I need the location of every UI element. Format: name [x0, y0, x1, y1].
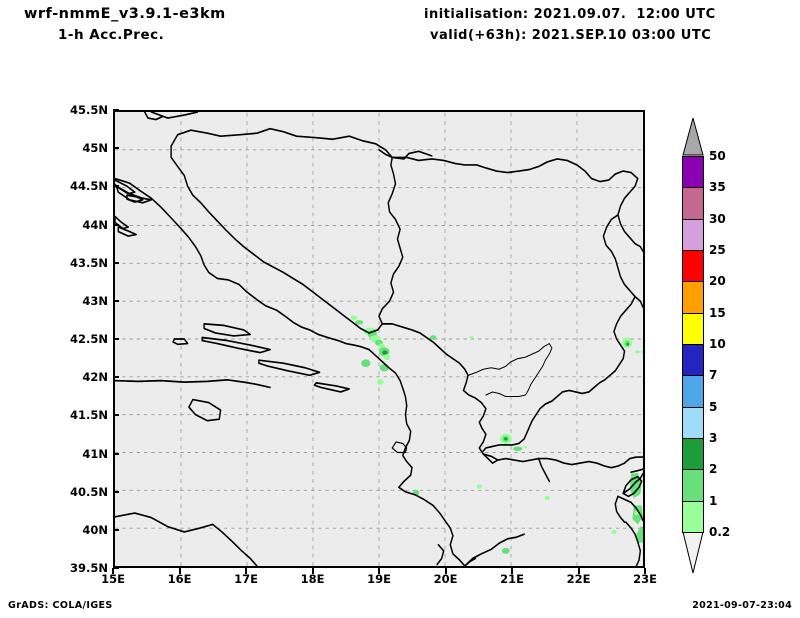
y-axis-label: 44N — [82, 217, 108, 232]
colorbar-tick — [682, 281, 704, 283]
x-axis-tick — [112, 568, 114, 574]
footer-timestamp: 2021-09-07-23:04 — [692, 600, 792, 611]
colorbar-label: 5 — [709, 399, 718, 414]
model-title: wrf-nmmE_v3.9.1-e3km — [24, 6, 226, 22]
y-axis-label: 42.5N — [70, 332, 108, 346]
colorbar-tick — [682, 312, 704, 314]
colorbar-band — [682, 187, 704, 219]
colorbar-label: 1 — [709, 493, 718, 508]
colorbar-over-arrow — [682, 118, 704, 156]
colorbar-band — [682, 438, 704, 470]
coastlines-and-borders — [115, 112, 643, 566]
y-axis-tick — [113, 452, 119, 455]
footer-credit: GrADS: COLA/IGES — [8, 600, 113, 611]
colorbar-label: 35 — [709, 180, 726, 195]
x-axis-tick — [644, 568, 646, 574]
colorbar-band — [682, 406, 704, 438]
y-axis-tick — [113, 299, 119, 302]
y-axis-tick — [113, 528, 119, 531]
map-plot-area[interactable] — [113, 110, 645, 568]
precipitation-field — [350, 315, 643, 554]
colorbar-band — [682, 250, 704, 282]
x-axis-tick — [378, 568, 380, 574]
colorbar-label: 20 — [709, 274, 726, 289]
y-axis-label: 44.5N — [70, 179, 108, 194]
colorbar-label: 3 — [709, 431, 718, 445]
y-axis-tick — [113, 338, 119, 340]
colorbar-label: 0.2 — [709, 525, 731, 539]
y-axis-tick — [113, 109, 119, 111]
field-title: 1-h Acc.Prec. — [58, 27, 165, 43]
y-axis-tick — [113, 376, 119, 379]
x-axis-label: 22E — [566, 572, 591, 586]
x-axis-tick — [511, 568, 513, 574]
grid-lines — [115, 112, 643, 566]
x-axis-label: 23E — [633, 572, 657, 586]
x-axis: 15E 16E 17E 18E 19E 20E 21E 22E 23E — [101, 570, 657, 592]
x-axis-tick — [577, 568, 580, 574]
y-axis-label: 43.5N — [70, 255, 108, 270]
colorbar-tick — [682, 375, 704, 377]
y-axis-tick — [113, 414, 119, 417]
colorbar[interactable]: 0.2 1 2 3 5 7 10 15 20 25 30 35 50 — [682, 118, 730, 574]
colorbar-band — [682, 375, 704, 407]
x-axis-label: 20E — [433, 572, 458, 586]
x-axis-tick — [178, 568, 181, 574]
y-axis-label: 40N — [82, 522, 108, 537]
map-svg — [115, 112, 643, 566]
y-axis-tick — [113, 490, 119, 493]
x-axis-label: 16E — [167, 572, 192, 586]
y-axis-label: 40.5N — [70, 484, 108, 499]
colorbar-label: 10 — [709, 337, 726, 351]
y-axis-tick — [113, 147, 119, 150]
colorbar-tick — [682, 156, 704, 157]
colorbar-tick — [682, 469, 704, 471]
colorbar-tick — [682, 187, 704, 189]
colorbar-band — [682, 469, 704, 501]
y-axis-label: 45.5N — [70, 103, 108, 117]
x-axis-label: 17E — [234, 572, 258, 586]
y-axis-label: 45N — [82, 141, 108, 156]
y-axis: 39.5N 40N 40.5N 41N 41.5N 42N 42.5N 43N 43.5N 44N… — [58, 103, 108, 575]
y-axis-label: 41N — [82, 446, 108, 461]
y-axis-tick — [113, 261, 119, 264]
x-axis-label: 15E — [101, 572, 125, 586]
colorbar-label: 25 — [709, 243, 726, 257]
x-axis-label: 18E — [300, 572, 325, 586]
colorbar-label: 30 — [709, 211, 726, 226]
x-axis-label: 19E — [367, 572, 391, 586]
y-axis-label: 41.5N — [70, 408, 108, 423]
x-axis-tick — [311, 568, 314, 574]
colorbar-under-arrow — [682, 532, 704, 574]
colorbar-band — [682, 344, 704, 376]
colorbar-label: 2 — [709, 462, 718, 477]
colorbar-tick — [682, 344, 704, 345]
colorbar-tick — [682, 250, 704, 251]
x-axis-tick — [444, 568, 447, 574]
colorbar-tick — [682, 218, 704, 220]
x-axis-tick — [245, 568, 247, 574]
colorbar-band — [682, 218, 704, 250]
valid-time: valid(+63h): 2021.SEP.10 03:00 UTC — [430, 28, 712, 43]
x-axis-label: 21E — [500, 572, 524, 586]
y-axis-label: 43N — [82, 293, 108, 308]
colorbar-tick — [682, 406, 704, 408]
initialisation-time: initialisation: 2021.09.07. 12:00 UTC — [424, 7, 716, 22]
colorbar-tick — [682, 438, 704, 439]
colorbar-band — [682, 500, 704, 532]
colorbar-tick — [682, 500, 704, 502]
y-axis-label: 39.5N — [70, 561, 108, 575]
colorbar-tick — [682, 532, 704, 533]
colorbar-label: 50 — [709, 149, 726, 163]
colorbar-label: 7 — [709, 368, 718, 383]
y-axis-tick — [113, 223, 119, 226]
colorbar-label: 15 — [709, 305, 726, 320]
y-axis-label: 42N — [82, 370, 108, 385]
colorbar-band — [682, 281, 704, 313]
y-axis-tick — [113, 185, 119, 188]
y-axis-tick — [113, 567, 119, 569]
colorbar-band — [682, 156, 704, 188]
colorbar-band — [682, 312, 704, 344]
